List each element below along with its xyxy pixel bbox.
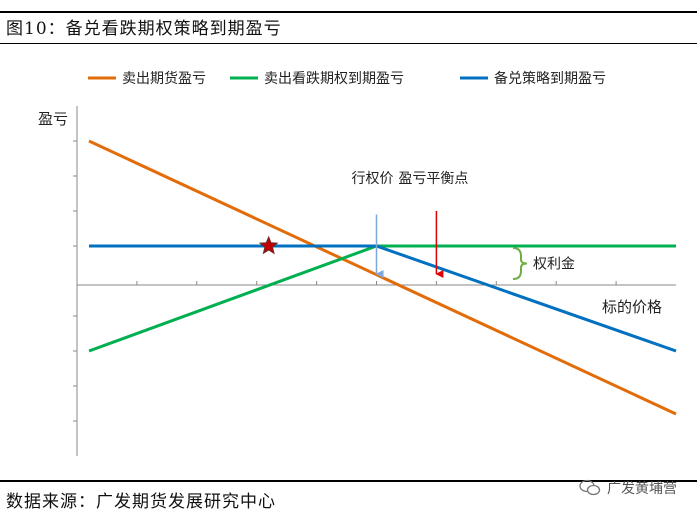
watermark-text: 广发黄埔营 — [607, 481, 677, 497]
top-rule — [0, 11, 697, 13]
breakeven-label: 盈亏平衡点 — [398, 171, 468, 187]
series-line-2 — [88, 244, 676, 353]
title-rule — [0, 43, 697, 44]
legend: 卖出期货盈亏 卖出看跌期权到期盈亏 备兑策略到期盈亏 — [88, 70, 606, 87]
series-line-3 — [89, 244, 677, 353]
axes: 盈亏 标的价格 — [38, 106, 676, 456]
legend-label: 卖出看跌期权到期盈亏 — [264, 71, 404, 87]
y-axis-label: 盈亏 — [38, 110, 68, 128]
x-axis-ticks — [136, 281, 617, 285]
x-axis-label: 标的价格 — [602, 298, 662, 316]
legend-label: 备兑策略到期盈亏 — [494, 70, 606, 87]
legend-label: 卖出期货盈亏 — [122, 70, 206, 87]
payoff-chart: 卖出期货盈亏 卖出看跌期权到期盈亏 备兑策略到期盈亏 盈亏 标的价格 行权价 盈亏平衡… — [38, 70, 677, 456]
figure-title: 图10：备兑看跌期权策略到期盈亏 — [6, 19, 282, 39]
premium-label: 权利金 — [533, 257, 575, 273]
watermark: 广发黄埔营 — [579, 478, 677, 498]
premium-brace — [512, 247, 528, 280]
source-note: 数据来源：广发期货发展研究中心 — [6, 492, 276, 512]
star-marker — [258, 235, 279, 255]
wechat-icon — [579, 479, 601, 496]
intersection-marker — [258, 235, 279, 255]
strike-label: 行权价 — [352, 171, 394, 187]
bottom-rule — [0, 480, 697, 482]
y-axis-ticks — [73, 140, 77, 422]
